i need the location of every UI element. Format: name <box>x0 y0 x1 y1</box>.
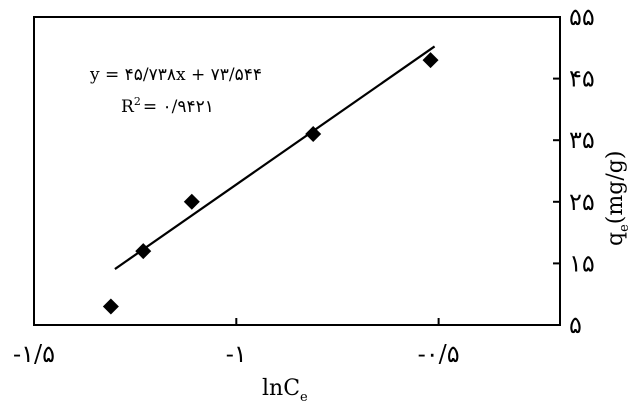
x-tick-label: -۰/۵ <box>418 340 460 368</box>
y-tick-label: ۲۵ <box>569 188 595 216</box>
r-squared-r: R <box>121 97 135 117</box>
x-axis-title: lnCe <box>262 376 308 405</box>
data-point-diamond <box>183 193 200 210</box>
y-axis-title-main: q <box>603 232 628 246</box>
y-tick-label: ۳۵ <box>569 126 595 154</box>
y-tick-label: ۵۵ <box>569 3 595 31</box>
x-axis-title-main: lnC <box>262 376 300 401</box>
equation-label: y = ۴۵/۷۳۸x + ۷۳/۵۴۴ <box>89 65 262 85</box>
y-ticks: ۵ ۱۵ ۲۵ ۳۵ ۴۵ ۵۵ <box>553 3 595 339</box>
fit-line <box>114 45 436 270</box>
y-tick-label: ۱۵ <box>569 249 595 277</box>
data-point-diamond <box>422 52 439 69</box>
y-axis-title-unit: (mg/g) <box>603 151 628 225</box>
x-axis-title-sub: e <box>300 390 308 405</box>
x-tick-label: -۱/۵ <box>13 340 55 368</box>
y-tick-label: ۵ <box>569 311 582 339</box>
x-ticks: -۱/۵ -۱ -۰/۵ <box>13 318 460 368</box>
plot-frame <box>33 16 561 326</box>
y-axis-title-sub: e <box>617 224 631 232</box>
data-point-diamond <box>102 298 119 315</box>
data-point-diamond <box>305 126 322 143</box>
data-points <box>102 52 439 315</box>
y-tick-label: ۴۵ <box>569 65 595 93</box>
data-point-diamond <box>135 243 152 260</box>
r-squared-label: R2 = ۰/۹۴۲۱ <box>121 95 214 117</box>
r-squared-value: = ۰/۹۴۲۱ <box>143 97 214 117</box>
y-axis-title: qe(mg/g) <box>603 151 631 246</box>
x-tick-label: -۱ <box>226 340 247 368</box>
r-squared-sup: 2 <box>134 95 141 108</box>
